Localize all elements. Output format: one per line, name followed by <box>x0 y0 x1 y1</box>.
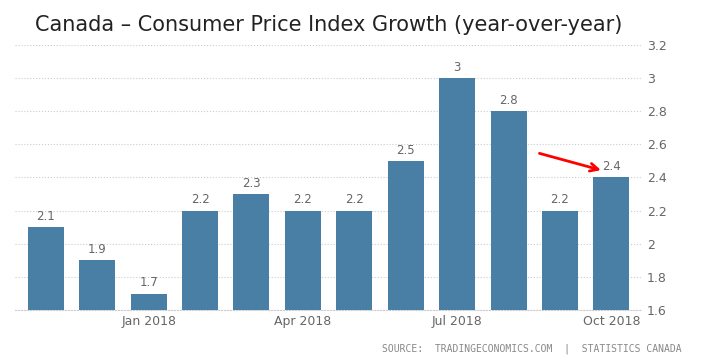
Text: 2.8: 2.8 <box>499 94 518 107</box>
Text: 2.1: 2.1 <box>37 210 56 223</box>
Bar <box>388 161 424 361</box>
Text: 1.9: 1.9 <box>88 243 107 256</box>
Bar <box>542 210 578 361</box>
Bar <box>593 178 629 361</box>
Text: 2.2: 2.2 <box>294 193 312 206</box>
Bar <box>285 210 321 361</box>
Bar <box>79 260 115 361</box>
Text: 2.5: 2.5 <box>396 144 415 157</box>
Text: 2.2: 2.2 <box>191 193 209 206</box>
Bar <box>491 111 527 361</box>
Text: 2.2: 2.2 <box>345 193 363 206</box>
Bar <box>131 293 167 361</box>
Bar <box>233 194 269 361</box>
Bar <box>336 210 373 361</box>
Text: 2.3: 2.3 <box>242 177 261 190</box>
Bar <box>28 227 64 361</box>
Text: 2.4: 2.4 <box>602 160 621 173</box>
Text: 3: 3 <box>453 61 460 74</box>
Text: 2.2: 2.2 <box>550 193 569 206</box>
Bar <box>182 210 218 361</box>
Bar <box>439 78 475 361</box>
Text: 1.7: 1.7 <box>139 277 158 290</box>
Title: Canada – Consumer Price Index Growth (year-over-year): Canada – Consumer Price Index Growth (ye… <box>35 15 622 35</box>
Text: SOURCE:  TRADINGECONOMICS.COM  |  STATISTICS CANADA: SOURCE: TRADINGECONOMICS.COM | STATISTIC… <box>382 343 682 354</box>
